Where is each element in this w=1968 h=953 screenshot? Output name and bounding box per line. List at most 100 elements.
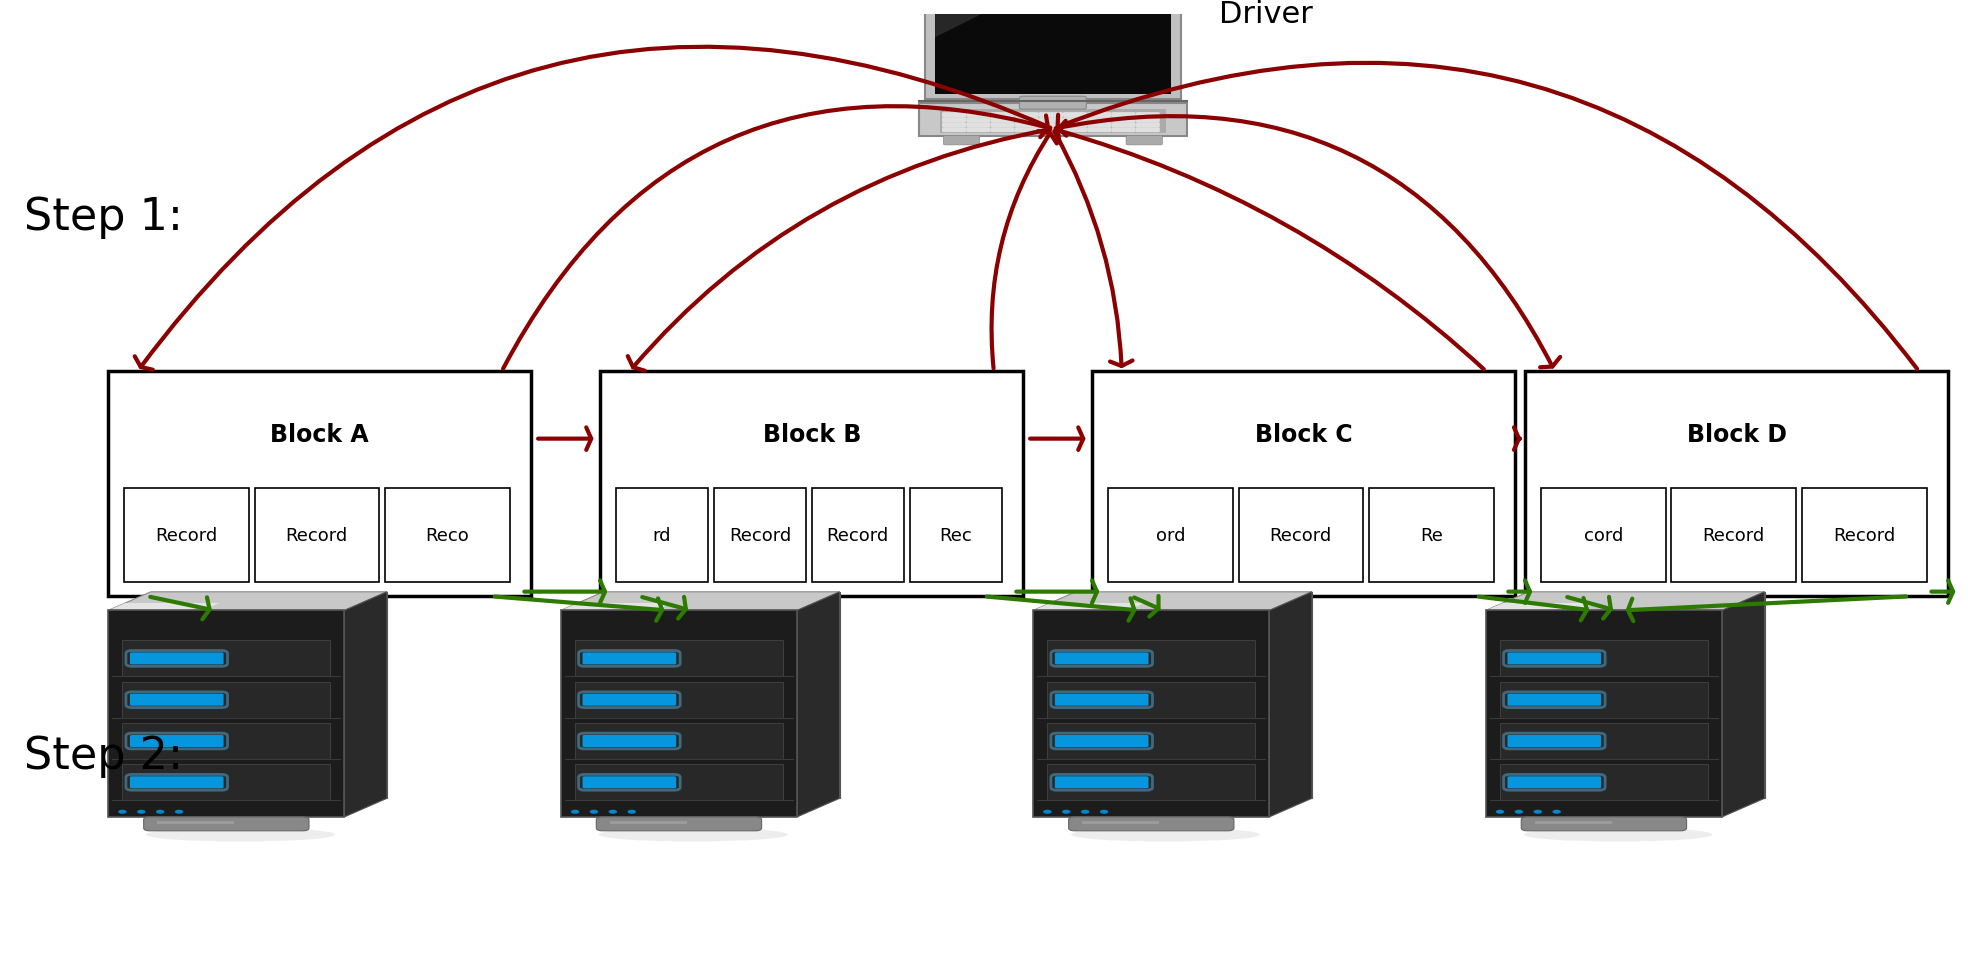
Polygon shape [797, 592, 840, 817]
FancyBboxPatch shape [943, 123, 966, 128]
Bar [1047, 723, 1256, 760]
FancyBboxPatch shape [1039, 118, 1063, 123]
Polygon shape [1529, 592, 1765, 799]
Polygon shape [935, 3, 1008, 38]
FancyBboxPatch shape [990, 118, 1015, 123]
Circle shape [1063, 810, 1071, 814]
Polygon shape [1722, 592, 1765, 817]
FancyBboxPatch shape [1039, 123, 1063, 128]
FancyBboxPatch shape [1112, 113, 1136, 118]
FancyBboxPatch shape [1063, 118, 1086, 123]
FancyBboxPatch shape [1507, 777, 1602, 788]
Bar [575, 723, 783, 760]
Polygon shape [1076, 592, 1313, 799]
FancyBboxPatch shape [1136, 118, 1159, 123]
Polygon shape [604, 592, 840, 799]
Bar [122, 682, 331, 718]
FancyBboxPatch shape [1015, 118, 1039, 123]
Bar [1541, 489, 1665, 582]
Bar [1238, 489, 1364, 582]
FancyBboxPatch shape [1039, 128, 1063, 133]
Text: ord: ord [1155, 527, 1185, 545]
Bar [157, 821, 234, 824]
FancyBboxPatch shape [1055, 736, 1149, 747]
Ellipse shape [146, 827, 335, 841]
Bar [386, 489, 510, 582]
Circle shape [628, 810, 636, 814]
FancyBboxPatch shape [1086, 123, 1112, 128]
Text: rd: rd [653, 527, 671, 545]
Text: Record: Record [827, 527, 890, 545]
Ellipse shape [1523, 827, 1712, 841]
Ellipse shape [1071, 827, 1260, 841]
FancyBboxPatch shape [1136, 123, 1159, 128]
Bar [1500, 682, 1708, 718]
Bar [1047, 682, 1256, 718]
Bar [1092, 372, 1515, 597]
Text: Block C: Block C [1256, 423, 1352, 447]
Circle shape [590, 810, 598, 814]
Polygon shape [108, 603, 220, 611]
Polygon shape [919, 104, 1187, 137]
FancyBboxPatch shape [943, 113, 966, 118]
Circle shape [175, 810, 183, 814]
Polygon shape [1269, 592, 1313, 817]
Circle shape [1100, 810, 1108, 814]
FancyBboxPatch shape [1019, 97, 1086, 111]
Polygon shape [1486, 592, 1765, 611]
Text: Rec: Rec [939, 527, 972, 545]
Bar [610, 821, 687, 824]
FancyBboxPatch shape [966, 118, 990, 123]
FancyBboxPatch shape [583, 736, 677, 747]
Bar [1108, 489, 1232, 582]
Polygon shape [108, 592, 388, 611]
FancyBboxPatch shape [966, 113, 990, 118]
FancyBboxPatch shape [1069, 817, 1234, 831]
Bar [1082, 821, 1159, 824]
Text: Step 2:: Step 2: [24, 735, 183, 778]
Circle shape [1553, 810, 1561, 814]
FancyBboxPatch shape [1507, 694, 1602, 706]
Bar [575, 764, 783, 801]
Bar [122, 723, 331, 760]
Bar [1370, 489, 1494, 582]
Circle shape [138, 810, 146, 814]
Bar [1525, 372, 1948, 597]
Bar [561, 611, 797, 817]
Text: Re: Re [1421, 527, 1443, 545]
Polygon shape [1033, 603, 1145, 611]
FancyBboxPatch shape [1055, 694, 1149, 706]
FancyBboxPatch shape [1015, 113, 1039, 118]
Circle shape [1496, 810, 1504, 814]
FancyBboxPatch shape [130, 653, 224, 664]
Bar [1047, 640, 1256, 677]
Bar [1033, 611, 1269, 817]
FancyBboxPatch shape [583, 653, 677, 664]
FancyBboxPatch shape [990, 113, 1015, 118]
FancyBboxPatch shape [1112, 118, 1136, 123]
Text: Record: Record [285, 527, 348, 545]
Circle shape [1043, 810, 1051, 814]
Text: Record: Record [728, 527, 791, 545]
Polygon shape [561, 603, 673, 611]
Circle shape [1080, 810, 1090, 814]
Bar [108, 611, 344, 817]
Bar [575, 682, 783, 718]
FancyBboxPatch shape [1063, 128, 1086, 133]
FancyBboxPatch shape [596, 817, 762, 831]
FancyBboxPatch shape [130, 736, 224, 747]
Bar [254, 489, 380, 582]
Bar [909, 489, 1002, 582]
Text: Record: Record [1834, 527, 1895, 545]
Bar [1803, 489, 1927, 582]
Polygon shape [935, 3, 1171, 94]
Circle shape [118, 810, 126, 814]
Bar [122, 764, 331, 801]
Bar [108, 372, 531, 597]
Text: Reco: Reco [425, 527, 468, 545]
Text: Record: Record [155, 527, 216, 545]
Bar [1500, 764, 1708, 801]
Circle shape [1533, 810, 1543, 814]
Bar [1500, 640, 1708, 677]
FancyBboxPatch shape [1015, 128, 1039, 133]
